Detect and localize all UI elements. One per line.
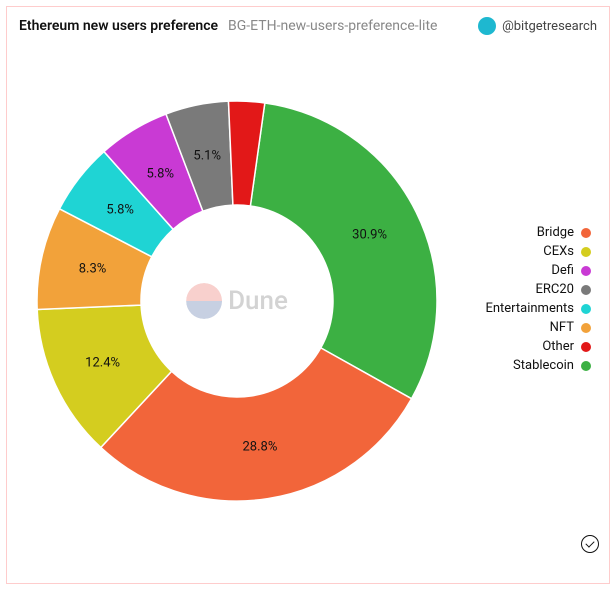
chart-subtitle: BG-ETH-new-users-preference-lite [228, 18, 437, 34]
legend-dot-icon [581, 266, 591, 276]
legend-label: Other [542, 339, 574, 354]
legend-dot-icon [581, 361, 591, 371]
legend-item[interactable]: ERC20 [485, 282, 591, 297]
legend-label: Bridge [537, 225, 574, 240]
chart-header: Ethereum new users preference BG-ETH-new… [7, 7, 609, 41]
chart-container: Ethereum new users preference BG-ETH-new… [6, 6, 610, 584]
legend-label: Entertainments [485, 301, 574, 316]
legend-label: Stablecoin [513, 358, 574, 373]
legend-item[interactable]: CEXs [485, 244, 591, 259]
legend-item[interactable]: Entertainments [485, 301, 591, 316]
legend-item[interactable]: Stablecoin [485, 358, 591, 373]
slice-value-label: 30.9% [352, 228, 387, 243]
legend-label: CEXs [543, 244, 574, 259]
legend-item[interactable]: Bridge [485, 225, 591, 240]
legend-dot-icon [581, 304, 591, 314]
legend-label: ERC20 [536, 282, 574, 297]
legend: Bridge CEXs Defi ERC20 Entertainments NFT Othe… [485, 225, 591, 373]
legend-dot-icon [581, 323, 591, 333]
attribution-avatar-icon [478, 17, 496, 35]
donut-svg [27, 51, 447, 551]
attribution-handle: @bitgetresearch [502, 19, 597, 34]
chart-body: Dune 30.9%28.8%12.4%8.3%5.8%5.8%5.1% Bri… [7, 41, 609, 561]
legend-dot-icon [581, 228, 591, 238]
legend-label: NFT [550, 320, 574, 335]
donut-slice[interactable] [250, 103, 437, 399]
legend-item[interactable]: Other [485, 339, 591, 354]
slice-value-label: 28.8% [243, 440, 278, 455]
slice-value-label: 5.1% [193, 149, 221, 164]
slice-value-label: 5.8% [106, 203, 134, 218]
attribution[interactable]: @bitgetresearch [478, 17, 597, 35]
slice-value-label: 12.4% [85, 355, 120, 370]
legend-item[interactable]: NFT [485, 320, 591, 335]
slice-value-label: 8.3% [79, 261, 107, 276]
legend-label: Defi [551, 263, 574, 278]
legend-dot-icon [581, 285, 591, 295]
legend-dot-icon [581, 247, 591, 257]
slice-value-label: 5.8% [146, 167, 174, 182]
legend-dot-icon [581, 342, 591, 352]
verified-check-icon[interactable] [581, 535, 599, 553]
legend-item[interactable]: Defi [485, 263, 591, 278]
chart-title: Ethereum new users preference [19, 18, 218, 34]
donut-chart: Dune 30.9%28.8%12.4%8.3%5.8%5.8%5.1% [27, 51, 447, 551]
